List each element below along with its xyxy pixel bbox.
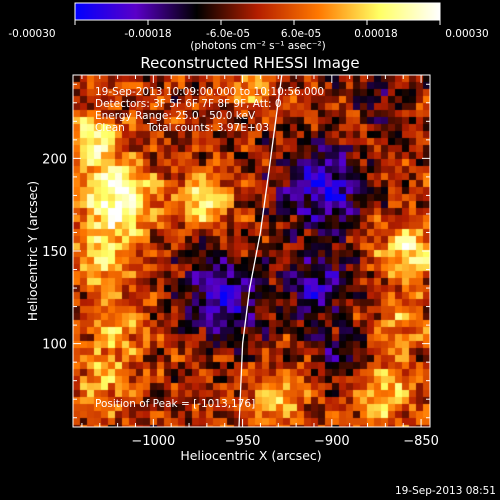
chart-title: Reconstructed RHESSI Image <box>140 54 359 72</box>
colorbar-tick-label: -6.0e-05 <box>206 28 250 40</box>
colorbar-tick-label: 0.00030 <box>445 28 488 40</box>
y-tick-label: 200 <box>42 152 67 167</box>
y-tick-label: 100 <box>42 338 67 353</box>
x-tick-label: −1000 <box>131 434 175 449</box>
colorbar-tick-label: 6.0e-05 <box>281 28 321 40</box>
solar-limb-curve <box>238 74 283 428</box>
annotation-method: Clean <box>95 122 125 134</box>
footer-timestamp: 19-Sep-2013 08:51 <box>395 485 496 497</box>
colorbar-ticks <box>74 20 441 25</box>
peak-position-label: Position of Peak = [-1013,176] <box>95 398 255 410</box>
x-axis-label: Heliocentric X (arcsec) <box>180 448 321 463</box>
annotation-detectors: Detectors: 3F 5F 6F 7F 8F 9F, Att: 0 <box>95 98 282 110</box>
colorbar-tick-label: 0.00018 <box>354 28 397 40</box>
y-axis-label: Heliocentric Y (arcsec) <box>25 181 40 321</box>
colorbar-tick-label: -0.00018 <box>124 28 171 40</box>
annotation-energy: Energy Range: 25.0 - 50.0 keV <box>95 110 256 122</box>
x-tick-label: −950 <box>225 434 261 449</box>
x-tick-label: −850 <box>403 434 439 449</box>
x-axis-ticks <box>81 75 422 427</box>
colorbar-tick-label: -0.00030 <box>8 28 55 40</box>
colorbar-unit-label: (photons cm⁻² s⁻¹ asec⁻²) <box>190 40 325 52</box>
y-tick-label: 150 <box>42 245 67 260</box>
colorbar <box>74 2 441 21</box>
annotation-counts: Total counts: 3.97E+03 <box>146 122 269 134</box>
y-axis-ticks <box>73 83 430 419</box>
annotation-time: 19-Sep-2013 10:09:00.000 to 10:10:56.000 <box>95 86 324 98</box>
x-tick-label: −900 <box>314 434 350 449</box>
